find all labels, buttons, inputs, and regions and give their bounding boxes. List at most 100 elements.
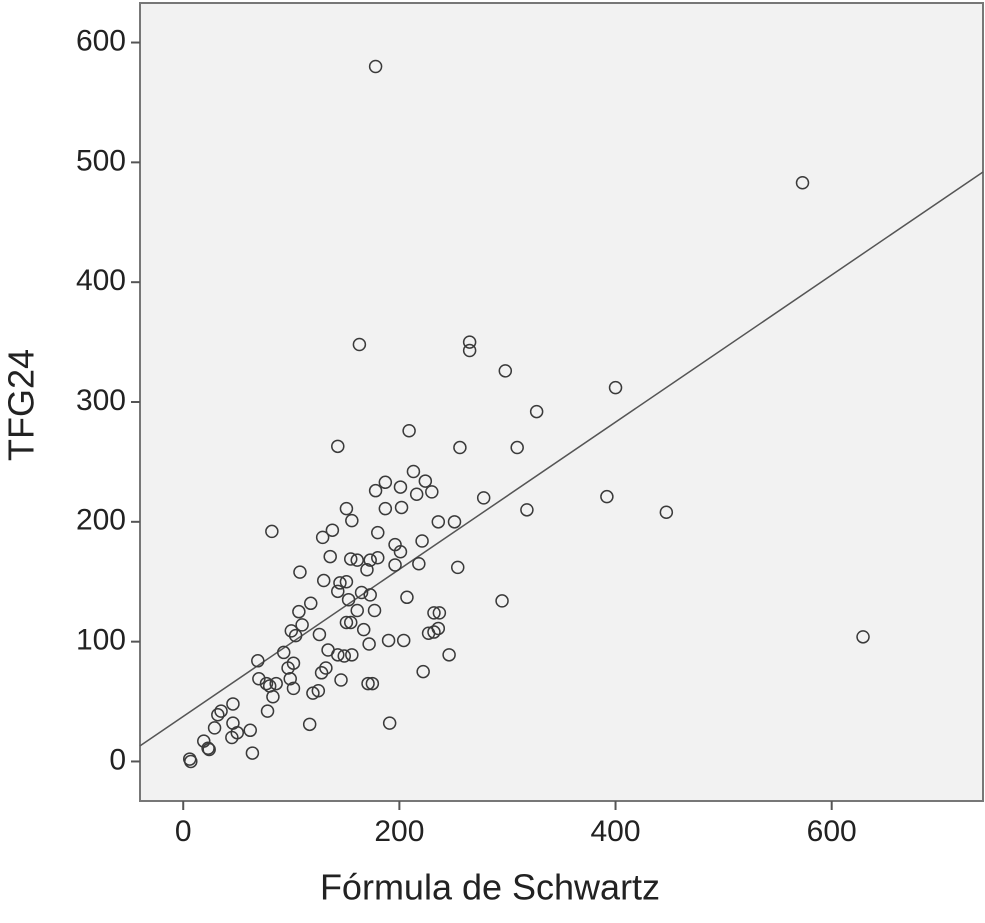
x-tick-label: 600 (807, 815, 857, 848)
plot-area (139, 2, 984, 802)
y-tick-label: 0 (109, 743, 126, 776)
point (495, 594, 509, 608)
point (356, 622, 371, 637)
point (339, 574, 354, 589)
point (334, 673, 348, 687)
point (202, 742, 216, 757)
point (447, 515, 462, 529)
point (416, 664, 430, 679)
point (520, 503, 534, 517)
point (363, 588, 377, 602)
point (306, 686, 320, 700)
point (281, 661, 295, 675)
x-axis-title: Fórmula de Schwartz (320, 867, 660, 908)
point (225, 730, 239, 745)
point (345, 513, 359, 528)
point (608, 380, 623, 395)
point (314, 666, 329, 680)
point (350, 603, 364, 618)
point (425, 485, 439, 499)
point (292, 604, 306, 619)
x-tick-label: 200 (374, 815, 424, 848)
y-axis-title: TFG24 (1, 349, 42, 461)
point (367, 603, 382, 618)
point (284, 624, 299, 638)
point (337, 649, 352, 663)
point (331, 584, 345, 599)
point (184, 754, 198, 769)
y-tick-label: 600 (76, 24, 126, 57)
point (354, 585, 369, 600)
point (412, 557, 426, 571)
point (350, 553, 364, 567)
point (363, 553, 377, 567)
point (319, 661, 333, 675)
point (325, 523, 340, 537)
point (295, 618, 309, 632)
point (378, 501, 393, 516)
point (462, 335, 477, 349)
point (382, 716, 397, 730)
point (529, 404, 544, 419)
point (286, 681, 301, 696)
point (415, 534, 429, 548)
fit-line (139, 171, 984, 747)
point (371, 551, 385, 565)
point (418, 474, 433, 488)
point (266, 690, 280, 704)
point (243, 723, 257, 738)
point (323, 549, 337, 564)
x-tick-label: 400 (591, 815, 641, 848)
point (659, 505, 674, 519)
point (276, 645, 291, 660)
point (293, 565, 307, 579)
point (442, 648, 456, 662)
point (371, 525, 385, 540)
point (288, 628, 303, 643)
point (339, 615, 354, 630)
point (259, 676, 274, 691)
point (283, 672, 297, 686)
point (226, 697, 240, 711)
y-tick-label: 500 (76, 144, 126, 177)
point (245, 746, 260, 760)
point (462, 343, 477, 358)
point (344, 615, 358, 630)
point (427, 625, 441, 639)
point (427, 606, 441, 620)
point (381, 633, 396, 648)
point (316, 573, 331, 588)
point (394, 500, 409, 515)
point (304, 596, 318, 611)
point (339, 501, 354, 516)
point (856, 630, 870, 644)
point (352, 337, 367, 352)
point (402, 424, 416, 438)
point (251, 654, 265, 668)
point (431, 515, 446, 529)
y-tick-label: 100 (76, 624, 126, 657)
point (388, 558, 402, 572)
point (302, 717, 317, 732)
point (600, 489, 614, 504)
point (211, 707, 225, 722)
point (269, 676, 283, 691)
point (393, 545, 408, 559)
point (362, 637, 376, 651)
point (476, 491, 491, 505)
point (361, 676, 375, 691)
point (333, 576, 347, 590)
point (510, 440, 524, 455)
point (498, 364, 513, 378)
point (315, 530, 330, 545)
x-tick-label: 0 (175, 815, 192, 848)
point (207, 721, 222, 735)
point (453, 440, 467, 455)
point (252, 672, 266, 686)
y-tick-label: 400 (76, 264, 126, 297)
point (396, 633, 411, 648)
point (400, 590, 414, 605)
point (214, 704, 228, 718)
point (312, 627, 327, 642)
